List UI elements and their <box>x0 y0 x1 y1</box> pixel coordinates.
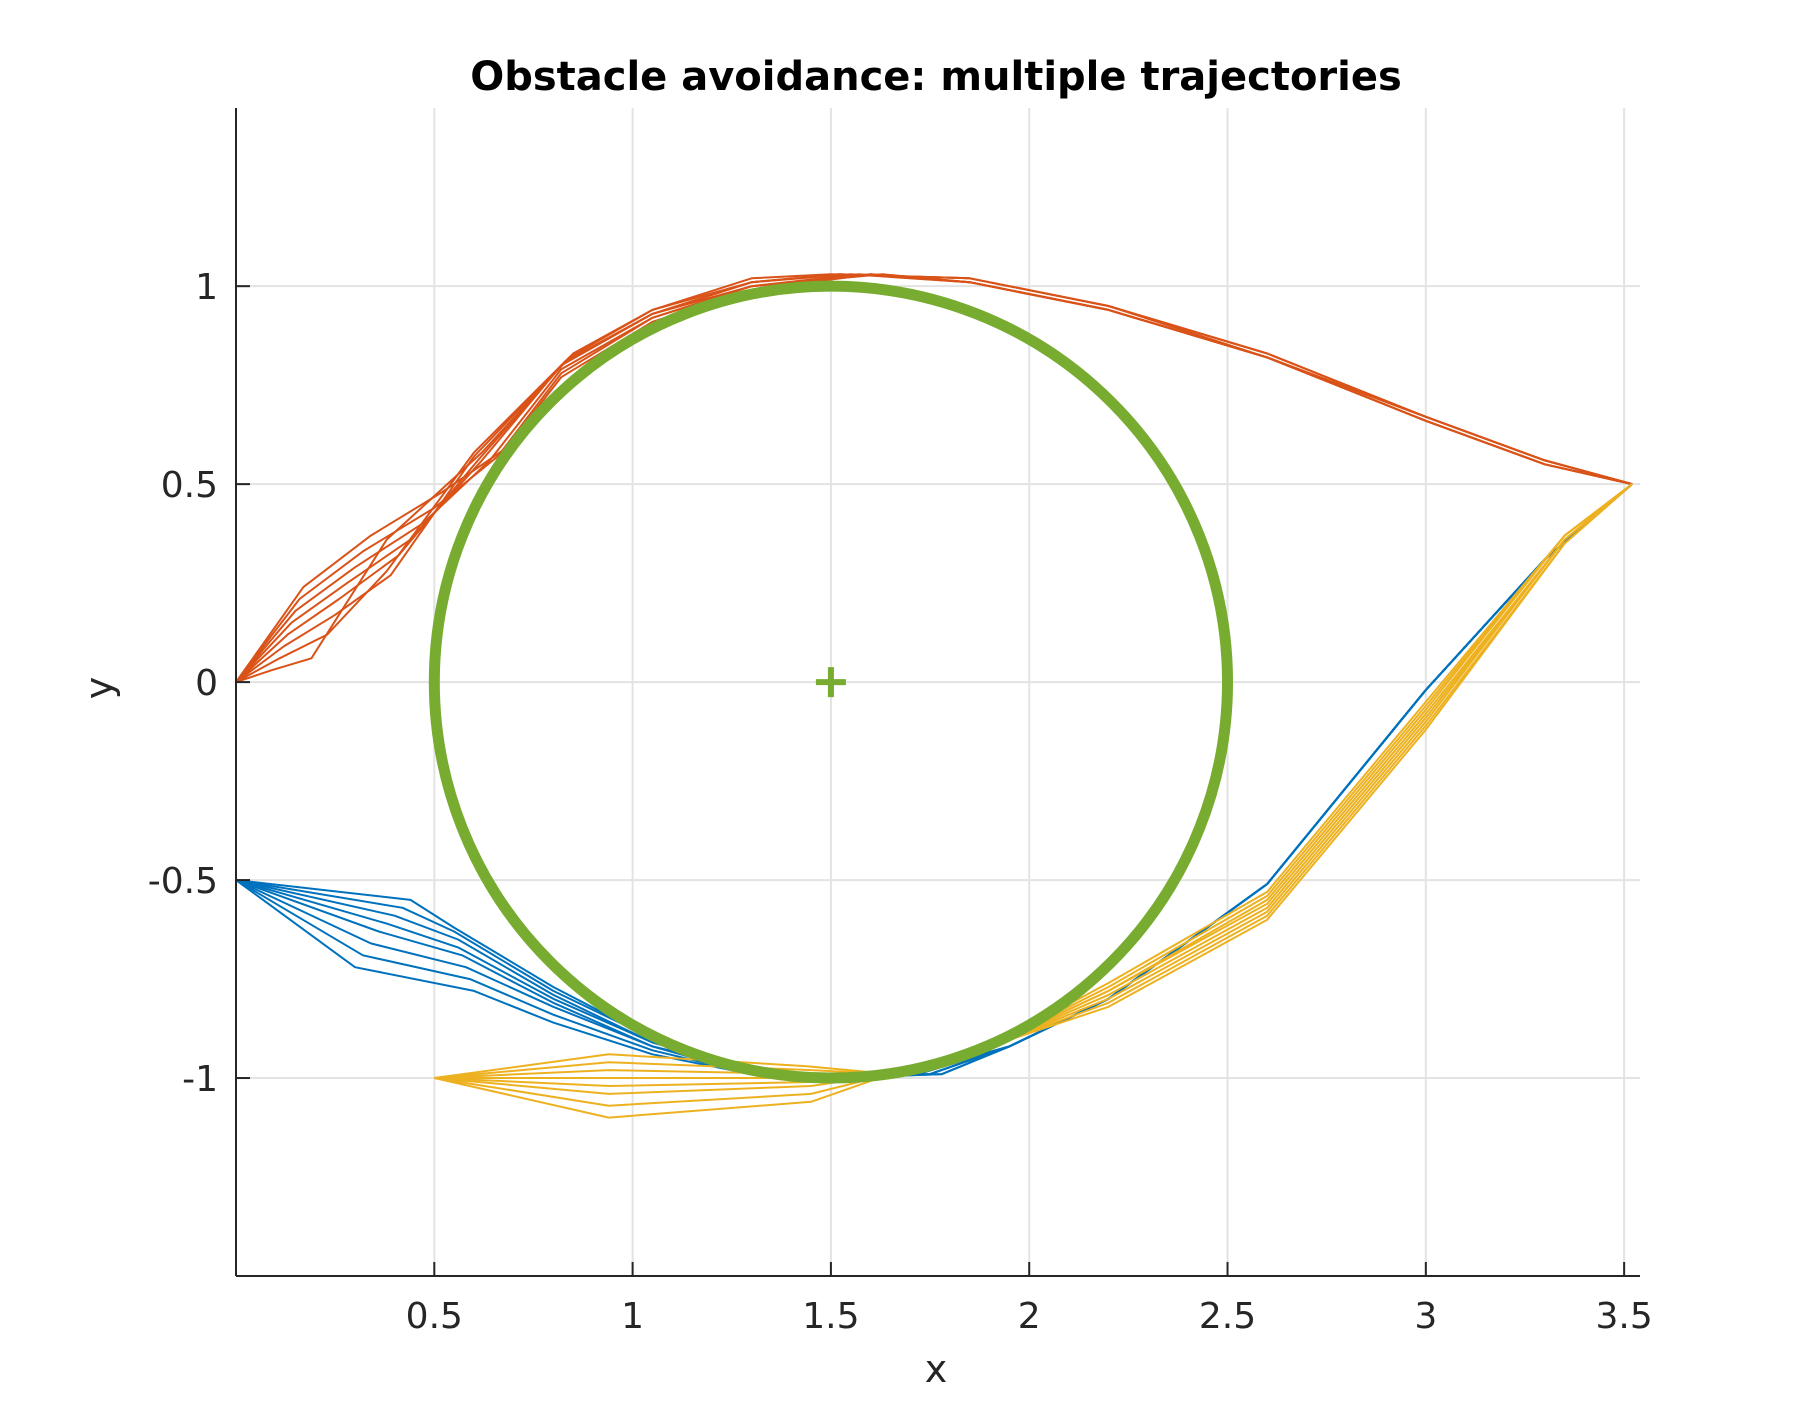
chart-title: Obstacle avoidance: multiple trajectorie… <box>470 54 1402 100</box>
x-tick-label: 0.5 <box>406 1296 463 1337</box>
y-tick-label: -1 <box>182 1059 218 1100</box>
y-tick-label: 0 <box>195 663 218 704</box>
x-tick-label: 1.5 <box>802 1296 859 1337</box>
trajectory-line <box>434 483 1633 1095</box>
x-tick-label: 2 <box>1018 1296 1041 1337</box>
x-tick-label: 2.5 <box>1199 1296 1256 1337</box>
trajectory-line <box>236 273 1633 683</box>
obstacle-layer <box>428 280 1234 1084</box>
y-tick-label: 1 <box>195 267 218 308</box>
plot-area <box>236 108 1640 1276</box>
axes: 0.5 1 1.5 2 2.5 3 3.5 -1 -0.5 0 0.5 1 <box>148 108 1653 1337</box>
x-axis-label: x <box>925 1347 948 1391</box>
obstacle-circle <box>428 280 1234 1084</box>
series-orange <box>236 273 1633 684</box>
obstacle-center-marker <box>815 667 846 698</box>
y-axis-label: y <box>77 677 121 700</box>
trajectory-line <box>434 483 1633 1119</box>
y-tick-label: -0.5 <box>148 861 218 902</box>
y-tick-label: 0.5 <box>161 465 218 506</box>
x-tick-label: 3 <box>1414 1296 1437 1337</box>
trajectory-line <box>434 483 1633 1107</box>
x-tick-label: 1 <box>621 1296 644 1337</box>
trajectory-line <box>434 483 1633 1087</box>
x-tick-label: 3.5 <box>1596 1296 1653 1337</box>
